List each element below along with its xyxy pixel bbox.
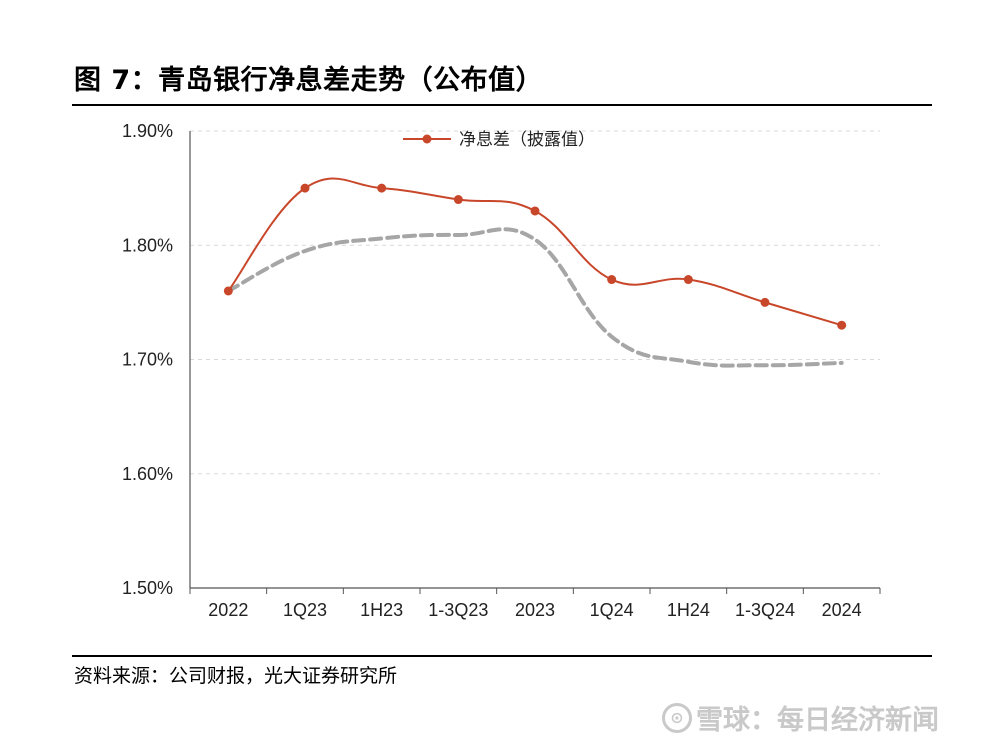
data-point-1-3Q24 [760, 297, 770, 307]
x-tick-label: 1-3Q24 [735, 600, 795, 620]
data-point-1Q24 [607, 275, 617, 285]
snowball-logo-icon: ⊙ [662, 702, 692, 733]
trend-line [226, 227, 844, 368]
data-point-2022 [223, 286, 233, 296]
x-tick-label: 1H23 [360, 600, 403, 620]
series-line [227, 177, 842, 327]
y-tick-label: 1.60% [122, 464, 173, 484]
x-tick-label: 2024 [822, 600, 862, 620]
x-tick-label: 1Q24 [590, 600, 634, 620]
y-tick-label: 1.50% [122, 578, 173, 598]
legend-marker [422, 134, 432, 144]
x-tick-label: 1-3Q23 [428, 600, 488, 620]
source-rule [72, 655, 932, 657]
title-rule [72, 104, 932, 106]
data-point-2023 [530, 206, 540, 216]
data-point-1H23 [377, 183, 387, 193]
data-point-1Q23 [300, 183, 310, 193]
data-point-1H24 [683, 275, 693, 285]
legend-label: 净息差（披露值） [459, 130, 595, 150]
y-tick-label: 1.80% [122, 235, 173, 255]
source-note: 资料来源：公司财报，光大证券研究所 [74, 665, 398, 687]
y-tick-label: 1.70% [122, 350, 173, 370]
data-point-2024 [837, 320, 847, 330]
x-tick-label: 1Q23 [283, 600, 327, 620]
data-point-1-3Q23 [453, 195, 463, 205]
x-tick-label: 2023 [515, 600, 555, 620]
x-tick-label: 2022 [208, 600, 248, 620]
watermark-text: 雪球：每日经济新闻 [696, 705, 939, 736]
watermark: ⊙ 雪球：每日经济新闻 [662, 698, 939, 737]
y-tick-label: 1.90% [122, 121, 173, 141]
x-tick-label: 1H24 [667, 600, 710, 620]
figure-title: 图 7：青岛银行净息差走势（公布值） [74, 65, 544, 96]
